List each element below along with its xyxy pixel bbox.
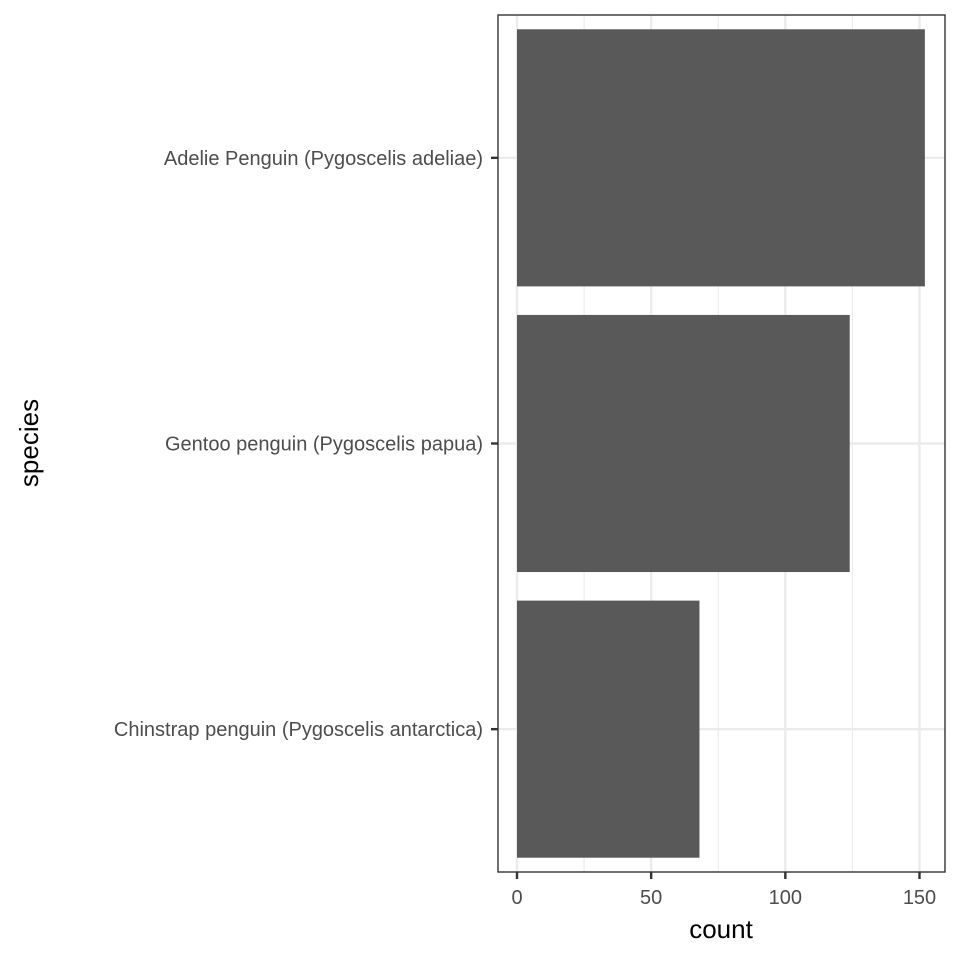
x-axis: 0 50 100 150 [511,872,936,909]
y-tick-label: Chinstrap penguin (Pygoscelis antarctica… [114,719,483,741]
bar [517,29,925,287]
x-tick-label: 50 [640,887,662,909]
bar [517,600,700,858]
y-axis-title: species [14,399,44,487]
x-axis-title: count [689,914,753,944]
y-tick-label: Gentoo penguin (Pygoscelis papua) [165,434,483,456]
x-tick-label: 100 [769,887,802,909]
y-tick-label: Adelie Penguin (Pygoscelis adeliae) [164,148,483,170]
x-tick-label: 0 [511,887,522,909]
x-tick-label: 150 [903,887,936,909]
y-axis: Adelie Penguin (Pygoscelis adeliae) Gento… [114,148,498,741]
bars [517,29,925,858]
bar [517,314,850,573]
